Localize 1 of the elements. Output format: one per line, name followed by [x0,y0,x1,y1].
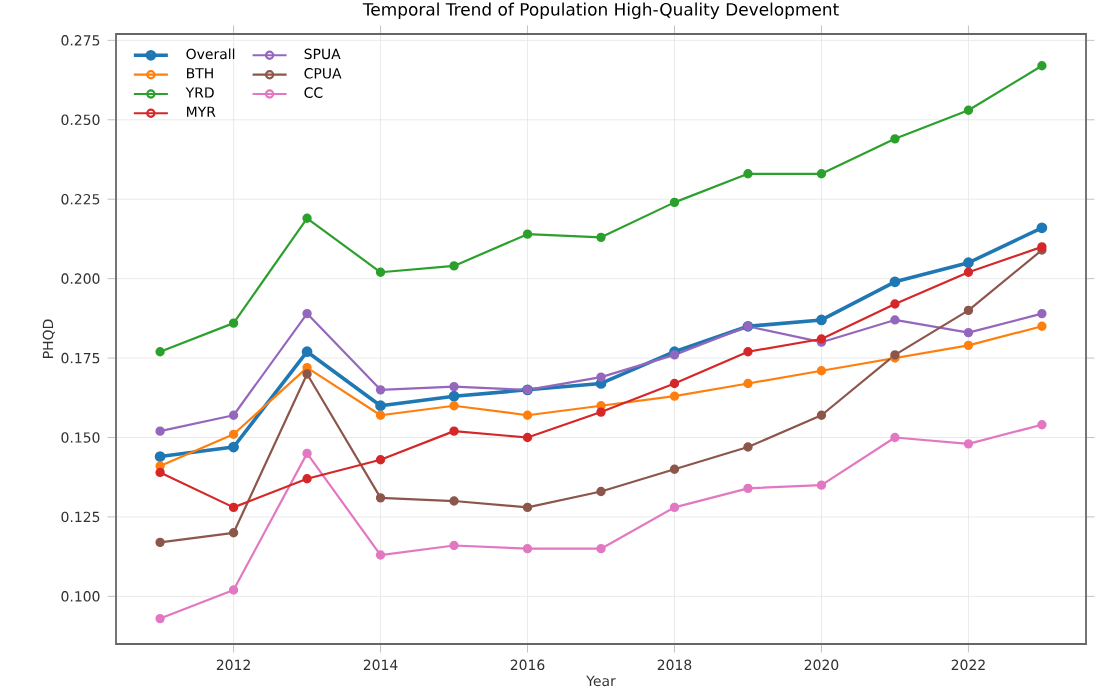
chart-title: Temporal Trend of Population High-Quality Development [362,2,839,20]
